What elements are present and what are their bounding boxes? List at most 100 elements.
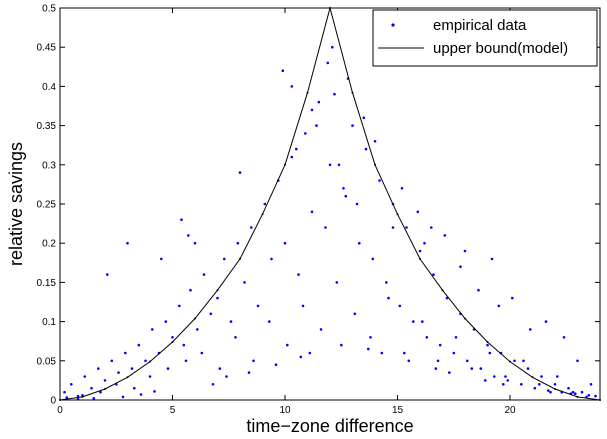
data-point — [151, 328, 154, 331]
y-axis-label: relative savings — [6, 142, 26, 266]
data-point — [153, 390, 156, 393]
x-tick-label: 5 — [170, 405, 176, 416]
data-point — [301, 304, 305, 308]
y-tick-label: 0.45 — [37, 43, 57, 54]
data-point — [380, 351, 384, 355]
data-point — [574, 392, 577, 396]
data-point — [184, 359, 188, 363]
data-point — [400, 187, 404, 190]
data-point — [187, 234, 190, 237]
data-point — [121, 395, 125, 399]
x-axis-label: time−zone difference — [246, 416, 413, 436]
data-point — [594, 394, 597, 398]
data-point — [297, 273, 300, 276]
data-point — [160, 257, 163, 261]
data-point — [216, 296, 219, 300]
data-point — [463, 249, 467, 253]
y-tick-label: 0.05 — [37, 356, 57, 367]
data-point — [223, 257, 226, 261]
data-point — [497, 304, 501, 308]
model-point — [104, 388, 106, 390]
x-tick-label: 0 — [57, 405, 63, 416]
legend-marker-empirical — [391, 23, 395, 27]
data-point — [99, 390, 102, 394]
data-point — [281, 69, 285, 72]
data-point — [166, 367, 170, 370]
data-point — [274, 363, 278, 367]
data-point — [144, 359, 147, 363]
data-point — [576, 359, 579, 363]
model-point — [509, 360, 511, 363]
data-point — [63, 390, 66, 394]
data-point — [479, 367, 483, 370]
data-point — [371, 257, 375, 261]
data-point — [493, 375, 496, 378]
model-point — [284, 163, 286, 166]
empirical-points — [63, 45, 597, 401]
x-tick-label: 10 — [279, 405, 291, 416]
y-axis-ticks: 0 0.05 0.1 0.15 0.2 0.25 0.3 0.35 0.4 0.45 0.5 — [37, 4, 600, 407]
data-point — [234, 336, 237, 339]
data-point — [391, 226, 395, 229]
model-point — [171, 341, 174, 343]
legend-label-model: upper bound(model) — [433, 40, 568, 57]
data-point — [182, 343, 186, 347]
data-point — [225, 375, 228, 378]
y-tick-label: 0.3 — [42, 160, 56, 171]
data-point — [589, 383, 593, 386]
data-point — [425, 336, 429, 339]
data-point — [299, 355, 303, 359]
y-tick-label: 0.5 — [42, 4, 56, 15]
model-point — [239, 257, 241, 260]
data-point — [238, 171, 242, 174]
data-point — [378, 179, 381, 182]
data-point — [544, 320, 548, 323]
data-point — [342, 187, 345, 190]
data-point — [407, 359, 411, 363]
data-point — [236, 241, 240, 245]
data-point — [196, 328, 199, 331]
data-point — [526, 367, 530, 370]
y-tick-label: 0.4 — [42, 82, 56, 93]
legend-label-empirical: empirical data — [433, 17, 527, 34]
model-point — [81, 395, 84, 398]
data-point — [70, 383, 73, 386]
data-point — [351, 124, 354, 127]
model-point — [216, 289, 219, 292]
data-point — [567, 386, 570, 390]
model-point — [419, 257, 421, 260]
data-point — [448, 371, 451, 374]
data-point — [209, 312, 213, 316]
data-point — [484, 379, 487, 382]
model-point — [486, 341, 489, 343]
model-point — [306, 91, 309, 94]
data-point — [283, 241, 287, 245]
data-point — [412, 320, 415, 323]
data-point — [178, 304, 181, 308]
data-point — [308, 351, 312, 355]
data-point — [268, 320, 271, 323]
data-point — [211, 383, 215, 386]
data-point — [310, 210, 314, 214]
data-point — [488, 351, 492, 355]
data-point — [416, 210, 420, 214]
data-point — [148, 375, 152, 378]
data-point — [367, 347, 370, 351]
y-tick-label: 0.35 — [37, 121, 57, 132]
data-point — [421, 320, 424, 323]
x-tick-label: 20 — [504, 405, 516, 416]
model-point — [554, 388, 556, 390]
data-point — [549, 390, 552, 394]
data-point — [200, 351, 204, 355]
plot-background — [60, 8, 600, 400]
data-point — [139, 393, 143, 396]
data-point — [295, 147, 298, 151]
data-point — [256, 304, 260, 308]
data-point — [385, 281, 388, 284]
data-point — [65, 396, 69, 399]
data-point — [358, 241, 361, 245]
data-point — [164, 320, 168, 323]
data-point — [355, 202, 359, 206]
data-point — [432, 273, 435, 276]
data-point — [405, 226, 408, 229]
